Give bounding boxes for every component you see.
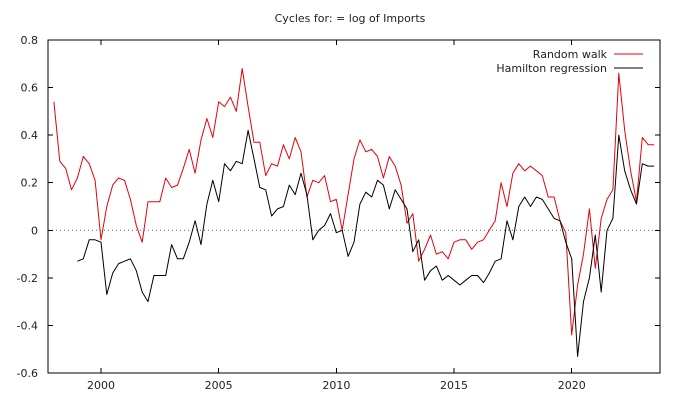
x-tick-label: 2010 bbox=[322, 379, 350, 392]
y-tick-label: 0 bbox=[31, 224, 38, 237]
legend-label: Hamilton regression bbox=[496, 62, 607, 75]
y-tick-label: 0.2 bbox=[21, 177, 39, 190]
chart-title: Cycles for: = log of Imports bbox=[275, 12, 426, 25]
random-walk-line bbox=[53, 68, 655, 336]
x-tick-label: 2015 bbox=[440, 379, 468, 392]
plot-area bbox=[47, 39, 661, 374]
y-tick-label: 0.6 bbox=[21, 82, 39, 95]
x-tick-label: 2005 bbox=[205, 379, 233, 392]
x-tick-label: 2020 bbox=[558, 379, 586, 392]
y-tick-label: 0.8 bbox=[21, 34, 39, 47]
y-tick-label: -0.6 bbox=[17, 367, 38, 380]
plot-border bbox=[47, 39, 661, 374]
x-tick-label: 2000 bbox=[87, 379, 115, 392]
hamilton-regression-line bbox=[77, 129, 655, 357]
y-tick-label: -0.2 bbox=[17, 272, 38, 285]
legend-label: Random walk bbox=[533, 48, 608, 61]
y-tick-label: -0.4 bbox=[17, 319, 38, 332]
axis-ticks: -0.6 -0.4 -0.2 0 0.2 0.4 0.6 0.8 2000 2005 2010 201… bbox=[17, 34, 660, 392]
series-group bbox=[53, 68, 655, 357]
y-tick-label: 0.4 bbox=[21, 129, 39, 142]
